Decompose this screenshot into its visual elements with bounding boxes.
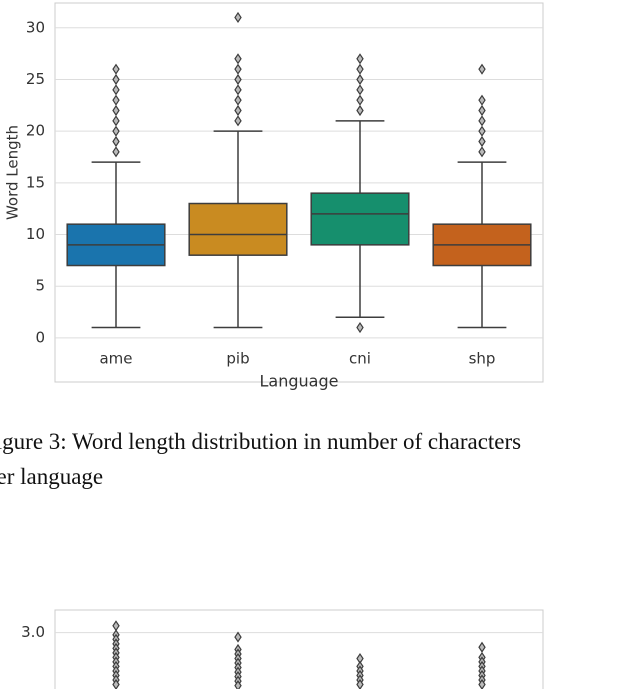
y-tick-label: 5 [35, 277, 45, 295]
outlier [234, 63, 242, 75]
outlier [356, 73, 364, 86]
outlier [478, 135, 486, 148]
outlier [478, 115, 486, 127]
outlier [112, 63, 120, 75]
outlier [234, 104, 242, 117]
x-tick-label: cni [349, 350, 371, 368]
outlier [356, 84, 364, 96]
box [188, 202, 288, 256]
outlier [478, 63, 486, 75]
y-tick-label: 20 [26, 122, 45, 140]
box [310, 192, 410, 246]
outlier [112, 104, 120, 117]
outlier [478, 146, 486, 158]
outlier [478, 94, 486, 106]
outlier [234, 115, 242, 127]
y-tick-label: 10 [26, 225, 45, 243]
outlier [112, 73, 120, 86]
outlier [112, 135, 120, 148]
x-tick-label: shp [469, 350, 496, 368]
outlier [234, 53, 242, 65]
outlier [356, 104, 364, 117]
y-axis-label: Word Length [4, 125, 22, 220]
outlier [234, 11, 242, 24]
outlier [478, 104, 486, 117]
outlier [356, 321, 364, 334]
outlier [478, 125, 486, 137]
outlier [356, 53, 364, 65]
y-tick-label: 25 [26, 70, 45, 88]
y-tick-label: 30 [26, 18, 45, 36]
outlier [112, 146, 120, 158]
outlier [234, 680, 242, 689]
outlier [112, 94, 120, 106]
outlier [112, 115, 120, 127]
x-tick-label: ame [99, 350, 132, 368]
outlier [234, 73, 242, 86]
figure-caption: per language [0, 464, 103, 489]
figure-caption: Figure 3: Word length distribution in nu… [0, 429, 521, 454]
outlier [356, 94, 364, 106]
plot-area [54, 2, 544, 383]
outlier [234, 84, 242, 96]
outlier [234, 631, 242, 643]
outlier [234, 94, 242, 106]
y-tick-label: 0 [35, 328, 45, 346]
x-tick-label: pib [226, 350, 249, 368]
y-tick-label: 15 [26, 173, 45, 191]
outlier [478, 641, 486, 653]
outlier [112, 125, 120, 137]
outlier [112, 620, 120, 632]
outlier [356, 63, 364, 75]
plot-area [54, 609, 544, 689]
x-axis-label: Language [260, 372, 339, 391]
outlier [112, 84, 120, 96]
y-tick-label: 3.0 [21, 623, 45, 641]
